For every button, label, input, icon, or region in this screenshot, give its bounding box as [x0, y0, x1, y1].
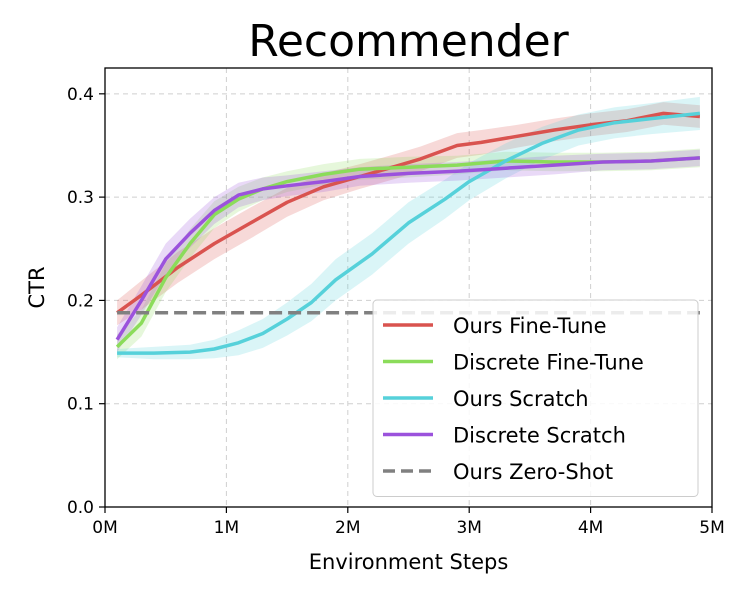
discrete-fine-tune-band [117, 148, 700, 360]
y-tick-label: 0.2 [67, 291, 94, 311]
x-tick-label: 4M [578, 518, 603, 538]
y-tick-label: 0.4 [67, 85, 94, 105]
x-tick-label: 3M [456, 518, 481, 538]
plot-area-frame [104, 67, 713, 508]
legend-box [372, 299, 699, 497]
axis-ticks: 0M 1M 2M 3M 4M 5M 0.0 0.1 0.2 0.3 0.4 [67, 85, 725, 538]
x-tick-label: 1M [214, 518, 239, 538]
x-tick-label: 5M [699, 518, 724, 538]
legend-label-ours-scratch: Ours Scratch [453, 387, 589, 411]
ours-scratch-line [117, 111, 701, 355]
legend-label-ours-fine-tune: Ours Fine-Tune [453, 314, 607, 338]
legend-label-discrete-fine-tune: Discrete Fine-Tune [453, 351, 644, 375]
confidence-bands [117, 96, 700, 360]
y-tick-label: 0.1 [67, 395, 94, 415]
legend-label-ours-zero-shot: Ours Zero-Shot [453, 460, 613, 484]
y-axis-label: CTR [25, 266, 49, 308]
legend: Ours Fine-Tune Discrete Fine-Tune Ours Scr… [372, 299, 699, 497]
ours-fine-tune-line [116, 111, 701, 315]
legend-label-discrete-scratch: Discrete Scratch [453, 424, 626, 448]
ours-scratch-band [117, 96, 700, 360]
y-tick-label: 0.3 [67, 188, 94, 208]
x-tick-label: 0M [92, 518, 117, 538]
discrete-scratch-line [115, 156, 701, 341]
ours-fine-tune-band [117, 102, 700, 326]
x-tick-label: 2M [335, 518, 360, 538]
chart-title: Recommender [248, 16, 569, 67]
discrete-fine-tune-line [115, 156, 701, 349]
y-tick-label: 0.0 [67, 498, 94, 518]
x-axis-label: Environment Steps [309, 550, 509, 574]
